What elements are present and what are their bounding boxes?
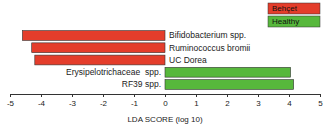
tick-label: -1 [131, 99, 139, 108]
tick-label: -3 [69, 99, 77, 108]
tick-label: 0 [163, 99, 168, 108]
tick-label: 5 [318, 99, 323, 108]
tick: -5 [7, 94, 15, 108]
legend-swatch [268, 16, 320, 27]
tick-label: 1 [194, 99, 199, 108]
tick-mark [134, 94, 135, 97]
tick: -2 [100, 94, 108, 108]
legend-label: Healthy [272, 17, 299, 26]
chart: Bifidobacterium spp. Ruminococcus bromii U… [0, 0, 330, 140]
legend: Behçet Healthy [268, 3, 320, 27]
x-axis: -5 -4 -3 -2 -1 0 1 2 3 4 5 [7, 94, 323, 108]
category-label: Ruminococcus bromii [169, 43, 250, 53]
tick: 1 [194, 94, 199, 108]
axis-line [11, 95, 321, 98]
tick-mark [165, 94, 166, 97]
tick-mark [41, 94, 42, 97]
tick: 5 [318, 94, 323, 108]
tick-mark [258, 94, 259, 97]
tick-mark [196, 94, 197, 97]
tick: 3 [256, 94, 261, 108]
axis-title: LDA SCORE (log 10) [127, 115, 202, 124]
tick-label: 2 [225, 99, 230, 108]
tick-label: 3 [256, 99, 261, 108]
tick: -1 [131, 94, 139, 108]
category-label: RF39 spp. [122, 79, 161, 89]
legend-swatch [268, 3, 320, 14]
tick-mark [320, 94, 321, 97]
tick-mark [72, 94, 73, 97]
tick-label: -5 [7, 99, 15, 108]
bar [165, 67, 291, 77]
tick-mark [10, 94, 11, 97]
category-label: Bifidobacterium spp. [169, 30, 246, 40]
bar [32, 43, 165, 53]
bar [22, 31, 165, 41]
tick: 2 [225, 94, 230, 108]
tick-label: -4 [38, 99, 46, 108]
tick: 0 [163, 94, 168, 108]
tick-mark [103, 94, 104, 97]
legend-label: Behçet [272, 4, 298, 13]
tick-mark [227, 94, 228, 97]
bar [165, 80, 294, 90]
tick-label: 4 [287, 99, 292, 108]
tick: 4 [287, 94, 292, 108]
category-label: UC Dorea [169, 55, 207, 65]
tick: -4 [38, 94, 46, 108]
bars [22, 31, 293, 90]
category-label: Erysipelotrichaceae spp. [66, 67, 161, 77]
tick-label: -2 [100, 99, 108, 108]
tick: -3 [69, 94, 77, 108]
bar [35, 55, 165, 65]
tick-mark [289, 94, 290, 97]
